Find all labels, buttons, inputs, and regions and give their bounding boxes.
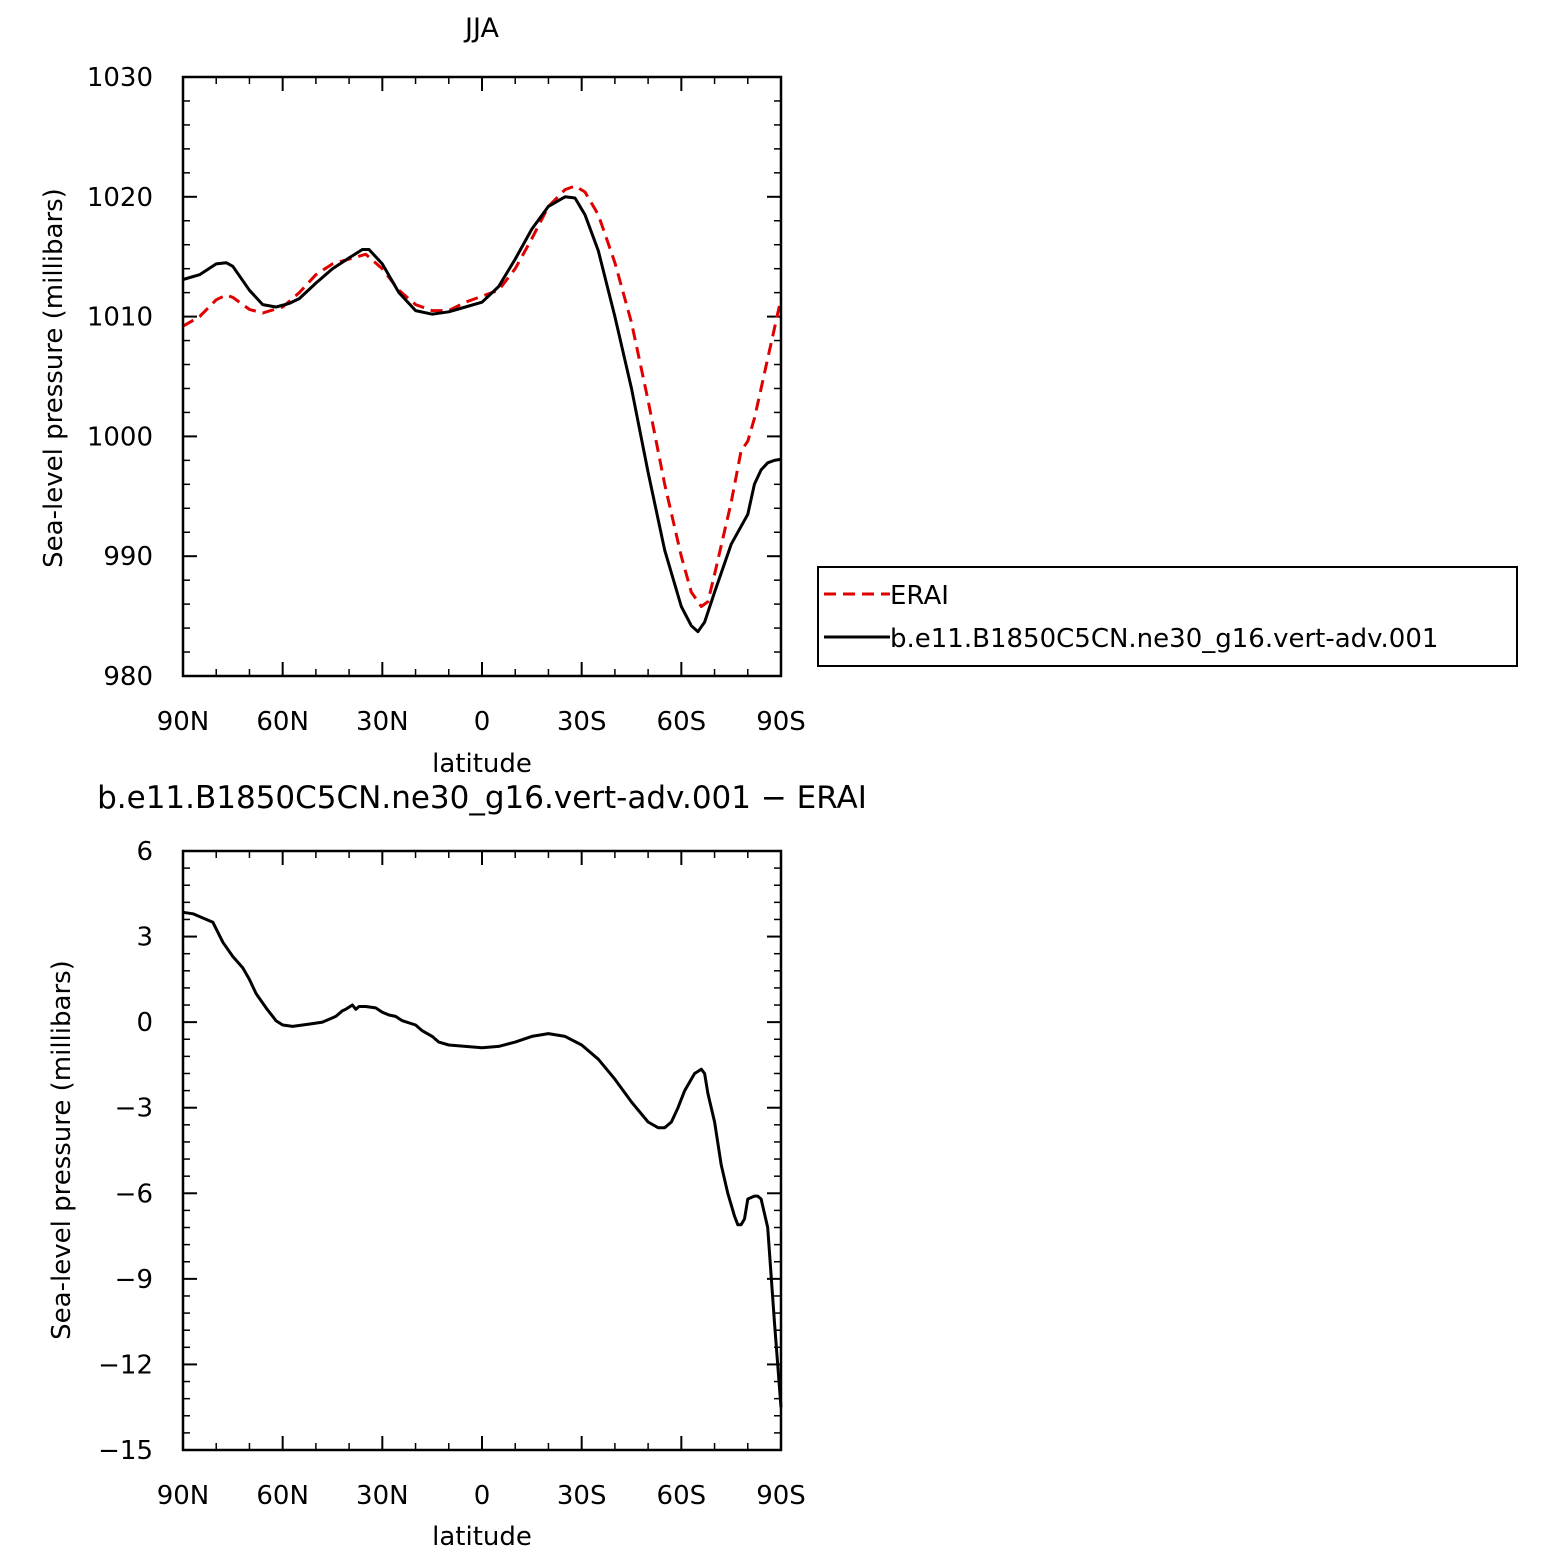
series-line-0 bbox=[182, 184, 783, 608]
y-tick-label: 6 bbox=[136, 837, 153, 867]
axis-ticks: 90N 60N 30N 0 30S 60S 90S 980 990 1000 1010 1020 103… bbox=[87, 63, 806, 737]
series-lines bbox=[182, 910, 783, 1408]
x-axis-label: latitude bbox=[432, 749, 532, 779]
legend-label-model: b.e11.B1850C5CN.ne30_g16.vert-adv.001 bbox=[890, 624, 1438, 654]
x-tick-label: 0 bbox=[474, 707, 491, 737]
x-tick-label: 60S bbox=[657, 1481, 707, 1511]
y-tick-label: 1030 bbox=[87, 63, 153, 93]
axis-ticks: 90N 60N 30N 0 30S 60S 90S −15 −12 −9 −6 −3 0 3 6 bbox=[98, 837, 806, 1511]
legend: ERAI b.e11.B1850C5CN.ne30_g16.vert-adv.0… bbox=[817, 566, 1518, 667]
y-tick-label: 1000 bbox=[87, 422, 153, 452]
series-line-1 bbox=[182, 195, 782, 634]
x-tick-label: 60N bbox=[256, 1481, 309, 1511]
x-tick-label: 60S bbox=[657, 707, 707, 737]
plot-frame bbox=[181, 75, 783, 678]
panel-top-mean-slp: JJA Sea-level pressure (millibars) latit… bbox=[39, 13, 806, 779]
x-tick-label: 30N bbox=[356, 707, 409, 737]
y-tick-label: 1010 bbox=[87, 303, 153, 333]
series-lines bbox=[182, 184, 783, 634]
y-tick-label: 3 bbox=[136, 923, 153, 953]
x-tick-label: 30S bbox=[557, 707, 607, 737]
x-tick-label: 90N bbox=[157, 1481, 210, 1511]
x-tick-label: 30N bbox=[356, 1481, 409, 1511]
x-tick-label: 90N bbox=[157, 707, 210, 737]
y-tick-label: −9 bbox=[115, 1265, 153, 1295]
x-tick-label: 30S bbox=[557, 1481, 607, 1511]
y-tick-label: 1020 bbox=[87, 183, 153, 213]
x-tick-label: 0 bbox=[474, 1481, 491, 1511]
y-tick-label: 990 bbox=[103, 542, 153, 572]
y-tick-label: −15 bbox=[98, 1436, 153, 1466]
plot-frame bbox=[181, 849, 783, 1452]
y-axis-label: Sea-level pressure (millibars) bbox=[47, 960, 77, 1340]
y-axis-label: Sea-level pressure (millibars) bbox=[39, 188, 69, 568]
y-tick-label: 0 bbox=[136, 1008, 153, 1038]
x-tick-label: 90S bbox=[756, 1481, 806, 1511]
panel-title: b.e11.B1850C5CN.ne30_g16.vert-adv.001 − … bbox=[97, 780, 867, 816]
y-tick-label: −3 bbox=[115, 1094, 153, 1124]
panel-bottom-difference: b.e11.B1850C5CN.ne30_g16.vert-adv.001 − … bbox=[47, 780, 867, 1552]
x-tick-label: 60N bbox=[256, 707, 309, 737]
panel-title: JJA bbox=[463, 13, 499, 44]
legend-label-erai: ERAI bbox=[890, 581, 949, 611]
x-axis-label: latitude bbox=[432, 1522, 532, 1552]
x-tick-label: 90S bbox=[756, 707, 806, 737]
y-tick-label: −6 bbox=[115, 1179, 153, 1209]
legend-box bbox=[817, 566, 1518, 667]
series-line-0 bbox=[182, 910, 783, 1408]
y-tick-label: −12 bbox=[98, 1350, 153, 1380]
y-tick-label: 980 bbox=[103, 662, 153, 692]
